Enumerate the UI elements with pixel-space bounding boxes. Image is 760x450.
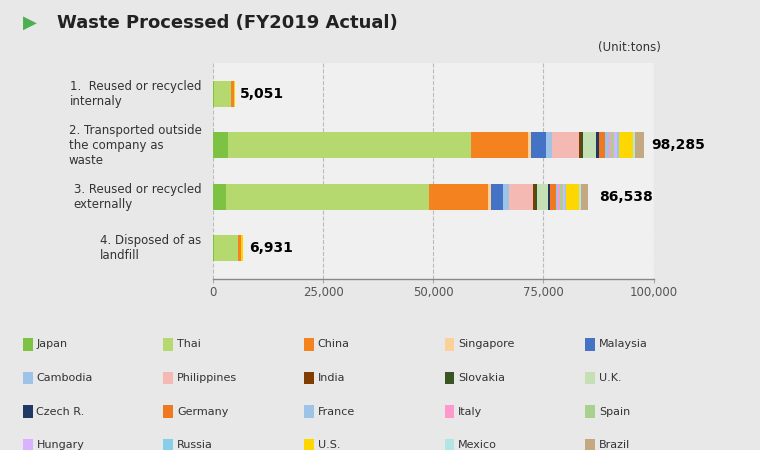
Bar	[550, 184, 556, 210]
Bar	[213, 184, 226, 210]
Text: Germany: Germany	[177, 407, 229, 417]
Bar	[508, 184, 533, 210]
Text: Hungary: Hungary	[36, 441, 84, 450]
Bar	[611, 132, 614, 158]
Text: Malaysia: Malaysia	[599, 339, 648, 349]
Bar	[581, 184, 587, 210]
Bar	[559, 184, 560, 210]
Text: Spain: Spain	[599, 407, 630, 417]
Bar	[535, 184, 537, 210]
Text: China: China	[318, 339, 350, 349]
Bar	[528, 132, 531, 158]
Text: Slovakia: Slovakia	[458, 373, 505, 383]
Bar	[242, 235, 243, 261]
Bar	[213, 81, 214, 107]
Text: Italy: Italy	[458, 407, 483, 417]
Text: Japan: Japan	[36, 339, 68, 349]
Text: Russia: Russia	[177, 441, 213, 450]
Text: Thai: Thai	[177, 339, 201, 349]
Bar	[491, 184, 503, 210]
Bar	[234, 81, 235, 107]
Bar	[578, 132, 581, 158]
Bar	[616, 132, 619, 158]
Bar	[238, 235, 242, 261]
Bar	[228, 132, 470, 158]
Bar	[599, 132, 605, 158]
Text: Philippines: Philippines	[177, 373, 237, 383]
Bar	[429, 184, 488, 210]
Bar	[503, 184, 508, 210]
Text: 6,931: 6,931	[249, 241, 293, 255]
Bar	[553, 132, 578, 158]
Bar	[619, 132, 633, 158]
Bar	[581, 132, 583, 158]
Text: 3. Reused or recycled
externally: 3. Reused or recycled externally	[74, 183, 201, 211]
Bar	[489, 184, 491, 210]
Bar	[546, 132, 553, 158]
Bar	[633, 132, 635, 158]
Bar	[614, 132, 616, 158]
Bar	[533, 184, 535, 210]
Text: Waste Processed (FY2019 Actual): Waste Processed (FY2019 Actual)	[57, 14, 397, 32]
Bar	[214, 235, 238, 261]
Text: 5,051: 5,051	[240, 87, 284, 101]
Bar	[560, 184, 563, 210]
Text: 4. Disposed of as
landfill: 4. Disposed of as landfill	[100, 234, 201, 262]
Text: Czech R.: Czech R.	[36, 407, 84, 417]
Bar	[583, 132, 597, 158]
Text: Singapore: Singapore	[458, 339, 515, 349]
Bar	[226, 184, 429, 210]
Text: 1.  Reused or recycled
internaly: 1. Reused or recycled internaly	[70, 80, 201, 108]
Bar	[214, 81, 230, 107]
Text: ▶: ▶	[23, 14, 36, 32]
Text: Cambodia: Cambodia	[36, 373, 93, 383]
Bar	[556, 184, 559, 210]
Text: India: India	[318, 373, 345, 383]
Text: France: France	[318, 407, 355, 417]
Text: 2. Transported outside
the company as
waste: 2. Transported outside the company as wa…	[68, 124, 201, 167]
Bar	[579, 184, 581, 210]
Bar	[548, 184, 550, 210]
Bar	[563, 184, 565, 210]
Text: Brazil: Brazil	[599, 441, 630, 450]
Text: U.S.: U.S.	[318, 441, 340, 450]
Bar	[531, 132, 546, 158]
Bar	[609, 132, 611, 158]
Bar	[565, 184, 566, 210]
Bar	[597, 132, 599, 158]
Bar	[213, 235, 214, 261]
Bar	[470, 132, 528, 158]
Text: Mexico: Mexico	[458, 441, 497, 450]
Bar	[635, 132, 644, 158]
Text: 98,285: 98,285	[651, 138, 705, 152]
Text: U.K.: U.K.	[599, 373, 622, 383]
Bar	[537, 184, 548, 210]
Bar	[230, 81, 234, 107]
Text: 86,538: 86,538	[600, 190, 654, 204]
Bar	[605, 132, 609, 158]
Text: (Unit:tons): (Unit:tons)	[598, 41, 661, 54]
Bar	[213, 132, 228, 158]
Bar	[566, 184, 579, 210]
